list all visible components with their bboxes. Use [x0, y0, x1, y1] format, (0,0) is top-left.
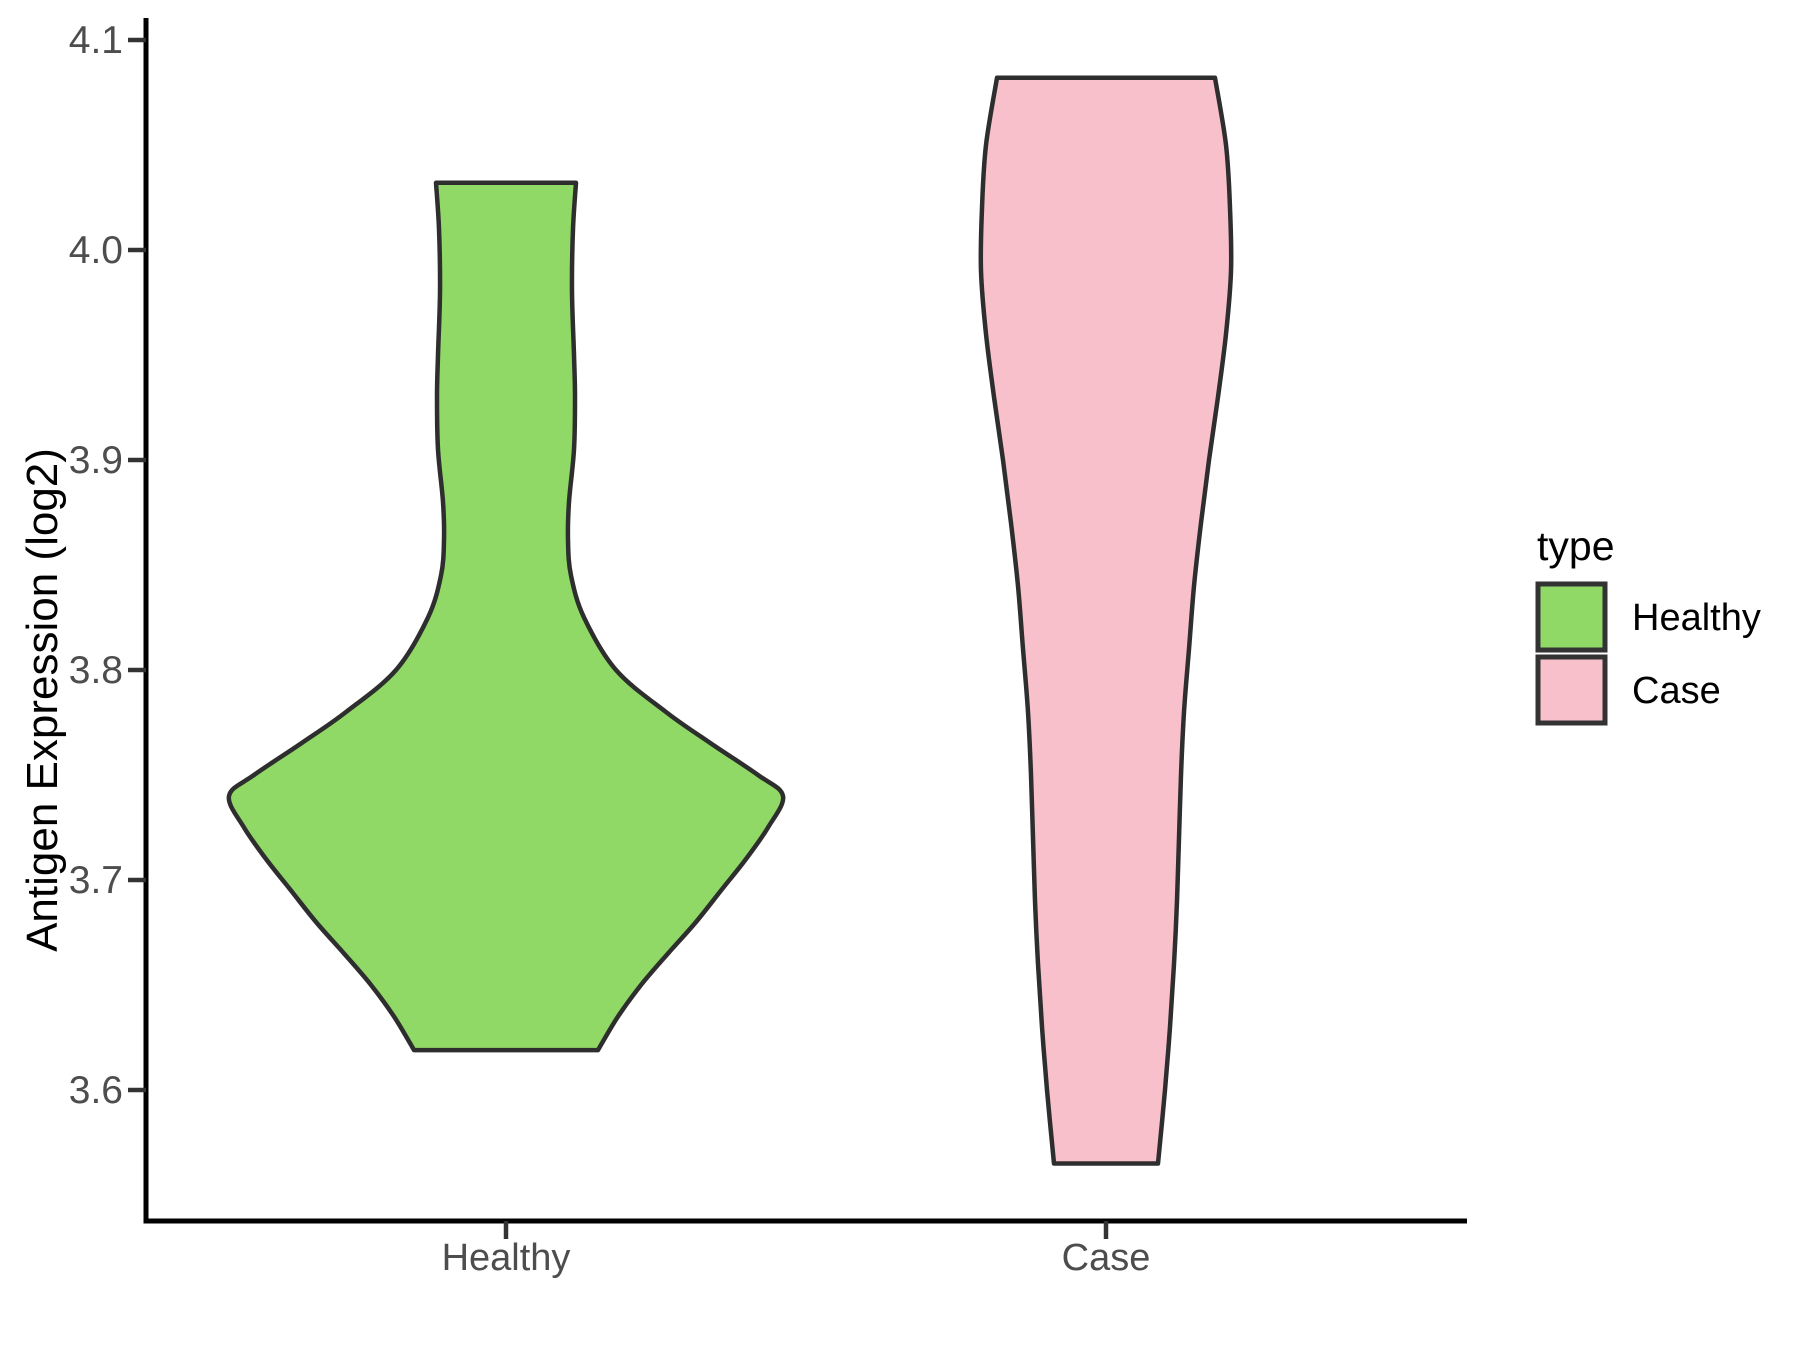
y-tick-label: 4.1 — [69, 19, 123, 62]
legend-label-case: Case — [1632, 670, 1721, 712]
legend-title: type — [1537, 523, 1615, 569]
y-tick-label: 3.9 — [69, 439, 123, 482]
y-tick-label: 4.0 — [69, 229, 123, 272]
y-tick-label: 3.6 — [69, 1069, 123, 1112]
legend-swatch-case — [1535, 654, 1608, 726]
x-tick-label-case: Case — [1062, 1237, 1151, 1279]
x-tick-label-healthy: Healthy — [442, 1237, 571, 1279]
y-axis-title: Antigen Expression (log2) — [18, 448, 67, 952]
y-tick-label: 3.7 — [69, 859, 123, 902]
violin-case — [978, 75, 1234, 1166]
legend-swatch-healthy — [1535, 581, 1608, 653]
legend-label-healthy: Healthy — [1632, 597, 1761, 639]
violin-healthy — [226, 180, 786, 1053]
y-tick-label: 3.8 — [69, 649, 123, 692]
